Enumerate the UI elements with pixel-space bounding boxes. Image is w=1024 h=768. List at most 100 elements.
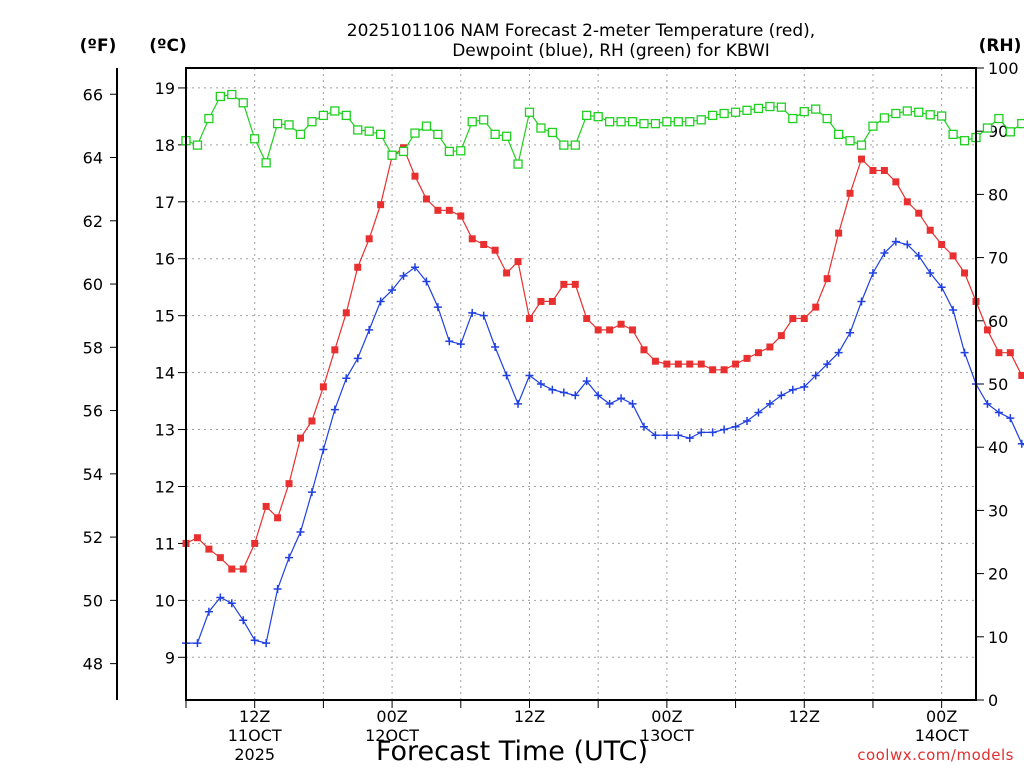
x-axis-label: Forecast Time (UTC)	[376, 736, 648, 767]
celsius-tick-label: 10	[155, 591, 175, 610]
data-point	[467, 117, 477, 127]
data-point	[903, 198, 911, 206]
data-point	[708, 110, 718, 121]
data-point	[1005, 127, 1015, 137]
data-point	[273, 584, 282, 593]
data-point	[777, 391, 786, 400]
data-point	[949, 305, 958, 314]
data-point	[674, 360, 682, 368]
data-point	[743, 417, 752, 426]
data-point	[331, 346, 339, 354]
rh-tick-label: 60	[988, 312, 1008, 331]
celsius-tick-label: 18	[155, 136, 175, 155]
data-point	[1017, 118, 1024, 129]
data-point	[697, 360, 705, 368]
data-point	[846, 189, 854, 197]
data-point	[250, 134, 260, 144]
data-point	[983, 326, 991, 334]
data-point	[548, 297, 556, 305]
data-point	[582, 377, 591, 386]
data-point	[537, 297, 545, 305]
rh-tick-label: 90	[988, 122, 1008, 141]
data-point	[640, 346, 648, 354]
fahrenheit-tick-label: 54	[83, 465, 103, 484]
celsius-tick-label: 19	[155, 79, 175, 98]
data-point	[468, 308, 477, 317]
data-point	[834, 348, 843, 357]
data-point	[204, 113, 214, 124]
data-point	[915, 209, 923, 217]
data-point	[662, 117, 672, 127]
data-point	[696, 115, 706, 125]
data-point	[308, 417, 316, 425]
rh-tick-label: 40	[988, 438, 1008, 457]
data-point	[330, 405, 339, 414]
data-point	[720, 425, 729, 434]
data-point	[377, 201, 385, 209]
data-point	[926, 268, 935, 277]
data-point	[398, 146, 409, 157]
grid-lines	[186, 68, 976, 700]
data-point	[491, 342, 500, 351]
x-tick-label: 12Z	[239, 707, 270, 726]
data-point	[296, 434, 304, 442]
data-point	[845, 136, 855, 146]
data-point	[937, 111, 947, 121]
data-point	[583, 315, 591, 323]
data-point	[411, 172, 419, 180]
data-point	[216, 593, 225, 602]
data-point	[902, 106, 912, 116]
data-point	[547, 127, 558, 138]
data-point	[846, 328, 855, 337]
data-point	[354, 263, 362, 271]
plot-frame	[185, 67, 977, 701]
fahrenheit-tick-label: 56	[83, 402, 103, 421]
data-point	[227, 89, 237, 100]
data-point	[274, 514, 282, 522]
data-point	[375, 129, 386, 140]
data-point	[193, 639, 202, 648]
data-point	[833, 129, 844, 140]
data-point	[422, 195, 430, 203]
data-point	[365, 325, 374, 334]
data-point	[388, 286, 397, 295]
data-point	[228, 565, 236, 573]
data-point	[949, 252, 957, 260]
data-point	[914, 251, 923, 260]
data-point	[468, 235, 476, 243]
chart-title-line-2: Dewpoint (blue), RH (green) for KBWI	[452, 41, 770, 61]
data-point	[891, 237, 900, 246]
data-point	[961, 269, 969, 277]
data-point	[892, 178, 900, 186]
data-point	[433, 303, 442, 312]
data-point	[227, 599, 236, 608]
data-point	[937, 283, 946, 292]
data-point	[192, 140, 203, 150]
data-point	[376, 297, 385, 306]
data-point	[204, 607, 213, 616]
data-point	[880, 166, 888, 174]
data-point	[879, 113, 890, 123]
data-point	[627, 117, 638, 127]
data-point	[742, 105, 752, 115]
data-point	[743, 354, 751, 362]
data-point	[709, 366, 717, 374]
data-point	[926, 226, 934, 234]
data-point	[856, 140, 867, 150]
data-point	[686, 360, 694, 368]
series-2-meter-temperature	[182, 144, 1024, 573]
rh-tick-label: 50	[988, 375, 1008, 394]
data-point	[262, 639, 271, 648]
data-point	[799, 106, 809, 117]
data-point	[307, 488, 316, 497]
data-point	[812, 303, 820, 311]
x-tick-label: 12Z	[789, 707, 820, 726]
data-point	[215, 91, 225, 102]
data-point	[434, 206, 442, 214]
data-point	[251, 539, 259, 547]
data-point	[502, 371, 511, 380]
x-tick-label: 13OCT	[640, 726, 694, 745]
fahrenheit-tick-label: 50	[83, 591, 103, 610]
data-point	[639, 422, 648, 431]
